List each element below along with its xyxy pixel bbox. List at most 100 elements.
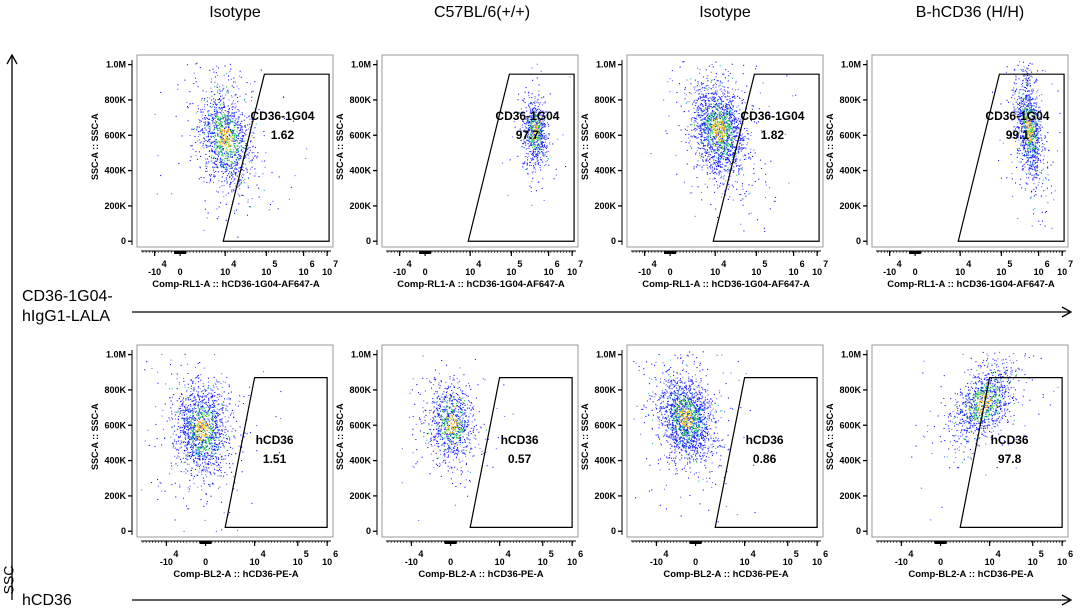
event-dot bbox=[725, 147, 727, 149]
event-dot bbox=[720, 147, 722, 149]
event-dot bbox=[538, 120, 540, 122]
event-dot bbox=[1034, 117, 1036, 119]
event-dot bbox=[234, 173, 236, 175]
event-dot bbox=[222, 98, 224, 100]
event-dot bbox=[1041, 137, 1043, 139]
event-dot bbox=[735, 158, 737, 160]
event-dot bbox=[1033, 134, 1035, 136]
event-dot bbox=[717, 129, 719, 131]
event-dot bbox=[531, 138, 533, 140]
event-dot bbox=[1023, 126, 1025, 128]
event-dot bbox=[539, 114, 541, 116]
event-dot bbox=[1031, 155, 1033, 157]
event-dot bbox=[1029, 173, 1031, 175]
event-dot bbox=[720, 129, 722, 131]
event-dot bbox=[1025, 96, 1027, 98]
event-dot bbox=[231, 175, 233, 177]
event-dot bbox=[546, 122, 548, 124]
event-dot bbox=[721, 145, 723, 147]
event-dot bbox=[534, 120, 536, 122]
event-dot bbox=[222, 153, 224, 155]
event-dot bbox=[258, 187, 260, 189]
event-dot bbox=[721, 116, 723, 118]
event-dot bbox=[217, 90, 219, 92]
event-dot bbox=[755, 65, 757, 67]
event-dot bbox=[721, 140, 723, 142]
plot-frame bbox=[871, 54, 1069, 248]
event-dot bbox=[717, 141, 719, 143]
event-dot bbox=[232, 151, 234, 153]
event-dot bbox=[1019, 115, 1021, 117]
event-dot bbox=[707, 144, 709, 146]
event-dot bbox=[219, 98, 221, 100]
event-dot bbox=[1026, 161, 1028, 163]
event-dot bbox=[537, 157, 539, 159]
event-dot bbox=[733, 132, 735, 134]
event-dot bbox=[1018, 92, 1020, 94]
event-dot bbox=[240, 158, 242, 160]
event-dot bbox=[546, 136, 548, 138]
event-dot bbox=[731, 96, 733, 98]
event-dot bbox=[693, 127, 695, 129]
event-dot bbox=[1029, 120, 1031, 122]
event-dot bbox=[210, 102, 212, 104]
event-dot bbox=[1032, 97, 1034, 99]
event-dot bbox=[1029, 99, 1031, 101]
event-dot bbox=[1029, 113, 1031, 115]
event-dot bbox=[223, 143, 225, 145]
event-dot bbox=[1023, 109, 1025, 111]
event-dot bbox=[220, 130, 222, 132]
event-dot bbox=[237, 183, 239, 185]
event-dot bbox=[201, 129, 203, 131]
event-dot bbox=[717, 98, 719, 100]
event-dot bbox=[1017, 117, 1019, 119]
event-dot bbox=[535, 121, 537, 123]
event-dot bbox=[698, 93, 700, 95]
event-dot bbox=[1024, 147, 1026, 149]
event-dot bbox=[239, 188, 241, 190]
event-dot bbox=[530, 112, 532, 114]
event-dot bbox=[533, 130, 535, 132]
event-dot bbox=[700, 102, 702, 104]
event-dot bbox=[1028, 74, 1030, 76]
event-dot bbox=[727, 107, 729, 109]
event-dot bbox=[722, 135, 724, 137]
event-dot bbox=[526, 118, 528, 120]
event-dot bbox=[714, 98, 716, 100]
event-dot bbox=[238, 167, 240, 169]
event-dot bbox=[718, 114, 720, 116]
event-dot bbox=[730, 163, 732, 165]
event-dot bbox=[229, 151, 231, 153]
event-dot bbox=[722, 106, 724, 108]
event-dot bbox=[535, 110, 537, 112]
event-dot bbox=[1025, 155, 1027, 157]
event-dot bbox=[1030, 119, 1032, 121]
event-dot bbox=[1029, 172, 1031, 174]
event-dot bbox=[545, 148, 547, 150]
event-dot bbox=[712, 143, 714, 145]
event-dot bbox=[538, 147, 540, 149]
event-dot bbox=[711, 130, 713, 132]
event-dot bbox=[1024, 152, 1026, 154]
event-dot bbox=[1035, 135, 1037, 137]
event-dot bbox=[1016, 88, 1018, 90]
event-dot bbox=[733, 116, 735, 118]
event-dot bbox=[216, 127, 218, 129]
event-dot bbox=[1035, 148, 1037, 150]
event-dot bbox=[734, 137, 736, 139]
event-dot bbox=[714, 136, 716, 138]
event-dot bbox=[720, 135, 722, 137]
event-dot bbox=[1031, 157, 1033, 159]
event-dot bbox=[210, 178, 212, 180]
event-dot bbox=[1050, 185, 1052, 187]
event-dot bbox=[711, 146, 713, 148]
event-dot bbox=[732, 129, 734, 131]
event-dot bbox=[744, 147, 746, 149]
event-dot bbox=[229, 139, 231, 141]
event-dot bbox=[721, 102, 723, 104]
event-dot bbox=[536, 158, 538, 160]
event-dot bbox=[726, 130, 728, 132]
event-dot bbox=[730, 150, 732, 152]
event-dot bbox=[531, 121, 533, 123]
event-dot bbox=[1032, 209, 1034, 211]
